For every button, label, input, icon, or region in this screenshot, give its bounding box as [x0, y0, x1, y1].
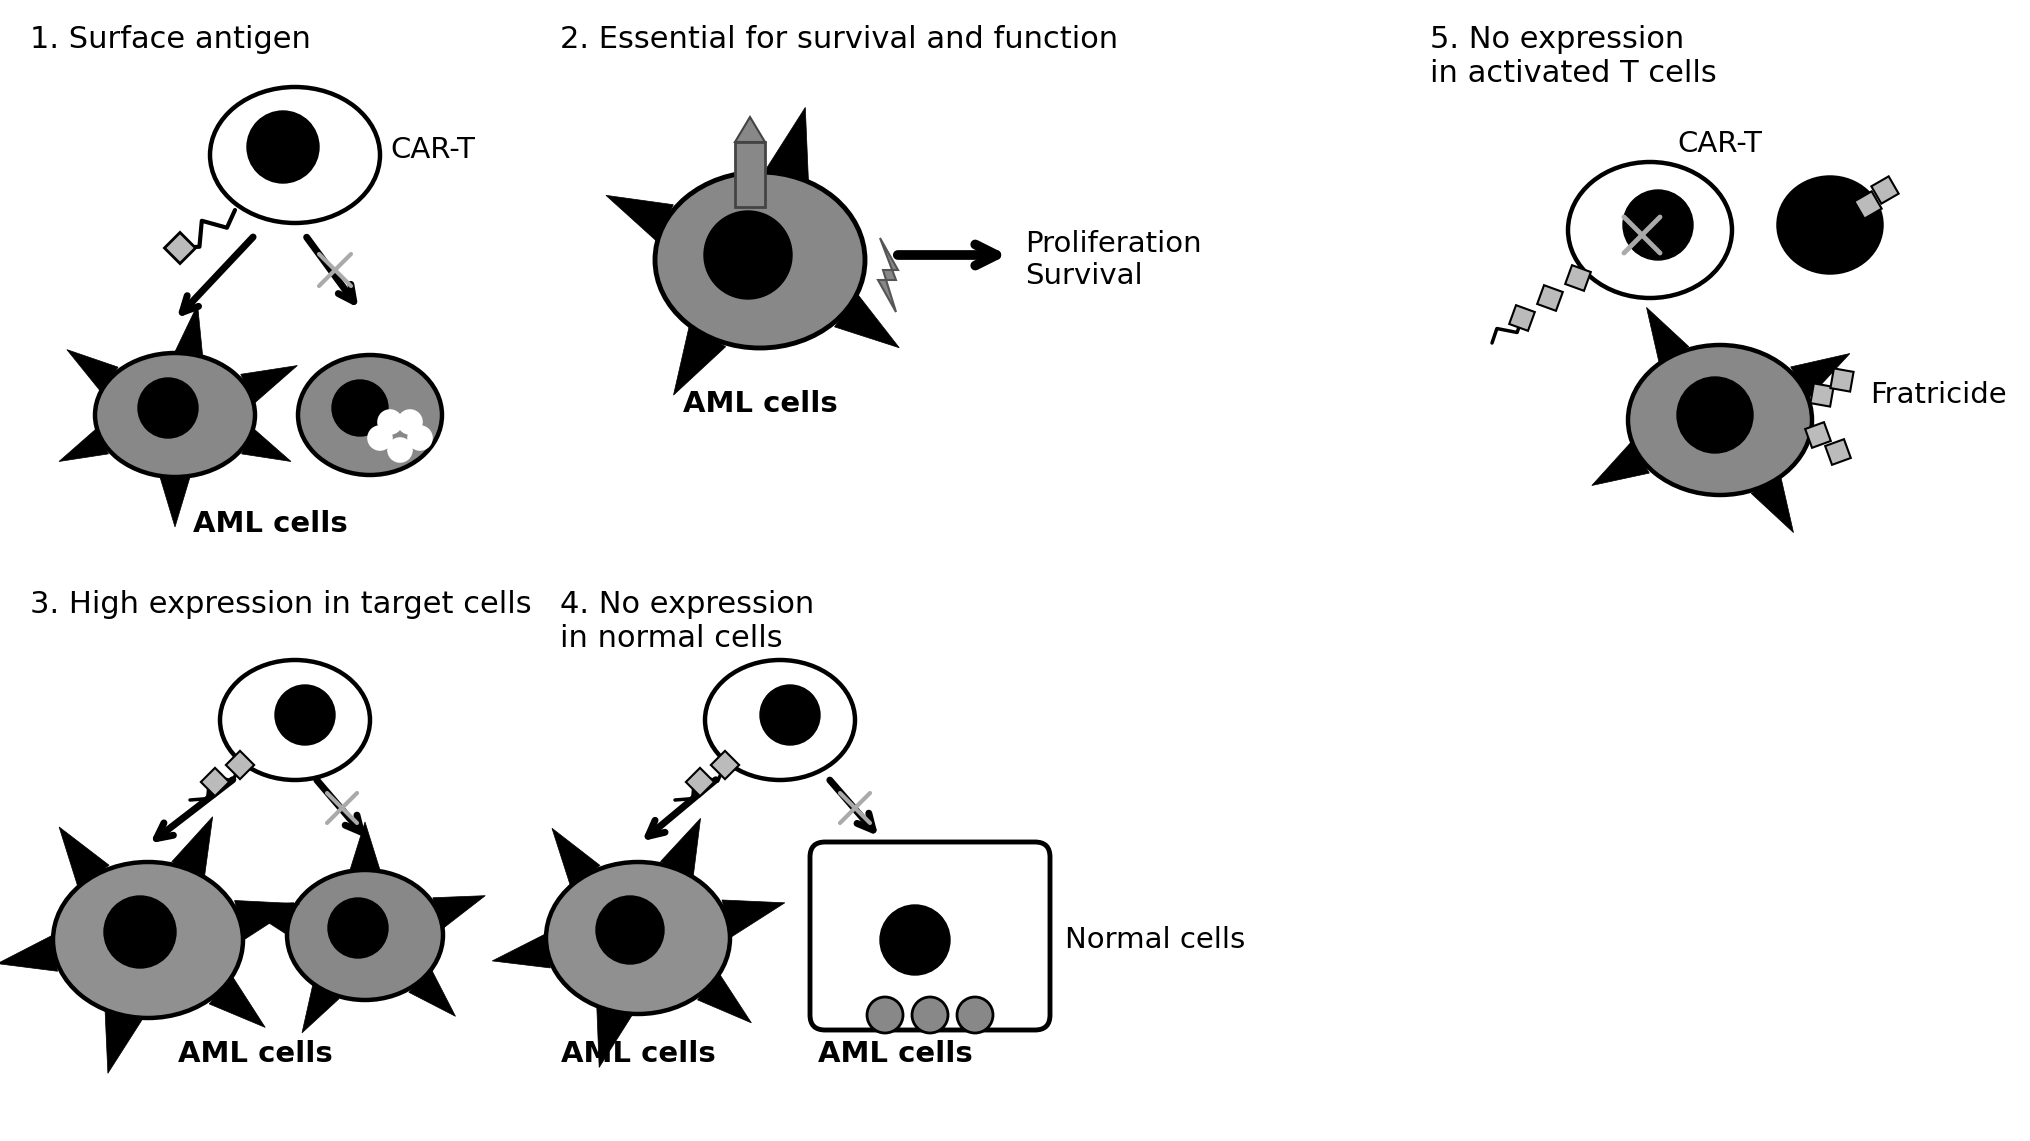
Polygon shape [349, 822, 380, 869]
Circle shape [408, 426, 432, 451]
Polygon shape [242, 429, 290, 461]
Polygon shape [605, 195, 674, 241]
Bar [686, 768, 715, 796]
Circle shape [333, 380, 388, 436]
Text: Proliferation
Survival: Proliferation Survival [1025, 230, 1202, 291]
Bar [735, 141, 765, 207]
Polygon shape [879, 238, 897, 311]
Circle shape [759, 685, 820, 745]
Circle shape [597, 896, 664, 964]
Text: 1. Surface antigen: 1. Surface antigen [30, 25, 311, 54]
Polygon shape [1790, 354, 1849, 398]
Bar [1831, 369, 1853, 391]
Circle shape [388, 437, 412, 463]
Circle shape [398, 410, 422, 435]
Bar [1825, 439, 1851, 464]
Ellipse shape [298, 355, 443, 475]
Ellipse shape [53, 861, 244, 1018]
Bar [1872, 177, 1898, 203]
Polygon shape [1592, 442, 1648, 486]
Circle shape [329, 898, 388, 958]
Polygon shape [209, 977, 266, 1027]
Text: 4. No expression
in normal cells: 4. No expression in normal cells [560, 590, 814, 653]
Polygon shape [302, 984, 339, 1033]
Bar [1805, 422, 1831, 447]
Polygon shape [698, 973, 751, 1022]
Polygon shape [1752, 477, 1792, 533]
Bar [1565, 265, 1592, 291]
Polygon shape [175, 305, 203, 356]
Bar [1853, 192, 1882, 219]
FancyBboxPatch shape [810, 842, 1050, 1030]
Polygon shape [597, 1006, 631, 1068]
Ellipse shape [656, 172, 865, 348]
Polygon shape [67, 349, 118, 391]
Circle shape [867, 997, 903, 1033]
Circle shape [248, 111, 319, 183]
Text: CAR-T: CAR-T [390, 136, 475, 164]
Ellipse shape [1778, 177, 1882, 273]
Bar [1537, 285, 1563, 310]
Text: 5. No expression
in activated T cells: 5. No expression in activated T cells [1429, 25, 1717, 88]
Circle shape [879, 905, 950, 976]
Circle shape [378, 410, 402, 435]
Text: AML cells: AML cells [193, 510, 347, 539]
Text: AML cells: AML cells [177, 1039, 333, 1068]
Ellipse shape [219, 659, 369, 780]
Ellipse shape [546, 861, 731, 1014]
Polygon shape [160, 477, 191, 527]
Ellipse shape [1567, 162, 1732, 298]
Circle shape [367, 426, 392, 451]
Bar [201, 768, 229, 796]
Ellipse shape [704, 659, 855, 780]
Circle shape [138, 378, 199, 438]
Text: AML cells: AML cells [560, 1039, 715, 1068]
Polygon shape [173, 817, 213, 877]
Circle shape [104, 896, 177, 968]
Polygon shape [660, 818, 700, 876]
Polygon shape [723, 900, 786, 937]
Polygon shape [674, 325, 725, 395]
Polygon shape [242, 365, 296, 403]
Polygon shape [1646, 307, 1689, 364]
Polygon shape [765, 107, 808, 180]
Polygon shape [552, 828, 601, 887]
Ellipse shape [95, 353, 256, 477]
Bar [1508, 305, 1535, 331]
Polygon shape [235, 900, 300, 939]
Circle shape [274, 685, 335, 745]
Text: AML cells: AML cells [818, 1039, 972, 1068]
Circle shape [704, 211, 792, 299]
Polygon shape [834, 294, 899, 348]
Ellipse shape [286, 869, 443, 1000]
Text: AML cells: AML cells [682, 390, 836, 418]
Polygon shape [0, 936, 57, 971]
Polygon shape [408, 970, 455, 1017]
Bar [1811, 383, 1833, 406]
Polygon shape [106, 1011, 142, 1074]
Circle shape [1677, 377, 1754, 453]
Polygon shape [59, 827, 110, 887]
Ellipse shape [1628, 345, 1813, 495]
Circle shape [1624, 191, 1693, 260]
Polygon shape [59, 429, 108, 461]
Text: 3. High expression in target cells: 3. High expression in target cells [30, 590, 532, 620]
Bar [710, 751, 739, 779]
Bar [225, 751, 254, 779]
Polygon shape [735, 118, 765, 141]
Text: CAR-T: CAR-T [1677, 130, 1762, 157]
Polygon shape [432, 896, 485, 928]
Circle shape [956, 997, 993, 1033]
Text: Fratricide: Fratricide [1870, 381, 2006, 408]
Ellipse shape [209, 87, 380, 222]
Circle shape [911, 997, 948, 1033]
Polygon shape [491, 934, 550, 968]
Text: Normal cells: Normal cells [1066, 926, 1244, 954]
Polygon shape [242, 903, 294, 933]
Bar [164, 233, 195, 264]
Text: 2. Essential for survival and function: 2. Essential for survival and function [560, 25, 1119, 54]
